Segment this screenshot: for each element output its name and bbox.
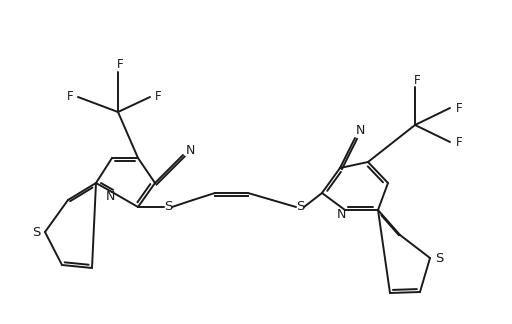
Text: S: S xyxy=(435,251,443,264)
Text: F: F xyxy=(67,90,73,103)
Text: F: F xyxy=(456,135,462,148)
Text: S: S xyxy=(164,201,172,214)
Text: N: N xyxy=(355,123,365,136)
Text: S: S xyxy=(32,226,40,238)
Text: F: F xyxy=(117,59,123,72)
Text: F: F xyxy=(414,74,420,87)
Text: S: S xyxy=(296,201,304,214)
Text: F: F xyxy=(155,90,161,103)
Text: N: N xyxy=(336,207,346,221)
Text: F: F xyxy=(456,101,462,114)
Text: N: N xyxy=(105,190,115,202)
Text: N: N xyxy=(185,144,195,156)
